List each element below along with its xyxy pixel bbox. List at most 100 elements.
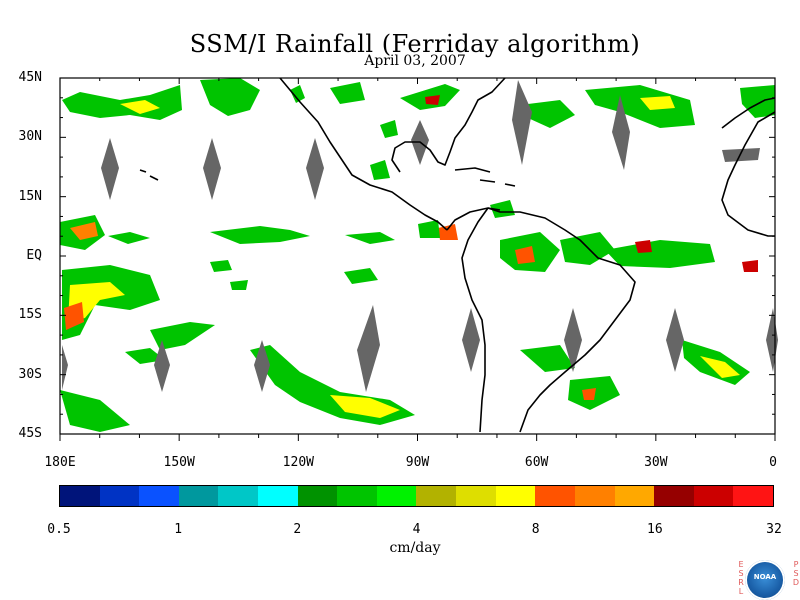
rain-area xyxy=(108,232,150,244)
rain-area xyxy=(210,260,232,272)
color-scale-swatch xyxy=(218,486,259,506)
rain-area xyxy=(582,388,596,400)
color-scale-swatch xyxy=(574,486,615,506)
rain-area xyxy=(344,268,378,284)
color-scale-label: 8 xyxy=(531,522,540,537)
rain-area xyxy=(210,226,310,244)
rain-area xyxy=(62,85,182,120)
color-scale-label: 4 xyxy=(412,522,421,537)
color-scale-swatch xyxy=(495,486,536,506)
data-gap xyxy=(101,138,119,200)
longitude-label: 30W xyxy=(644,455,668,470)
longitude-label: 60W xyxy=(524,455,549,470)
noaa-logo-text: NOAA xyxy=(753,573,777,581)
rain-area xyxy=(438,224,458,240)
data-gap xyxy=(357,305,380,392)
logo-letter: S xyxy=(738,569,744,578)
color-scale-units: cm/day xyxy=(389,540,441,556)
color-scale-swatch xyxy=(376,486,417,506)
color-scale-label: 16 xyxy=(647,522,663,537)
color-scale-swatch xyxy=(416,486,457,506)
latitude-label: 30N xyxy=(18,129,42,145)
color-scale-swatch xyxy=(297,486,338,506)
logo-letter: E xyxy=(738,560,744,569)
rain-area xyxy=(605,240,715,268)
logo-letter: D xyxy=(792,578,800,587)
coastline xyxy=(454,167,516,187)
rain-area xyxy=(290,85,305,103)
map-title: SSM/I Rainfall (Ferriday algorithm) xyxy=(189,30,641,58)
axis-ticks xyxy=(59,77,776,441)
data-gap xyxy=(666,308,684,372)
data-gap xyxy=(254,340,270,392)
rain-area xyxy=(490,200,515,218)
rain-areas xyxy=(60,78,775,432)
latitude-label: 15N xyxy=(18,188,42,204)
rain-area xyxy=(230,280,248,290)
rain-area xyxy=(740,85,775,118)
rain-area xyxy=(62,265,160,340)
map-date: April 03, 2007 xyxy=(364,53,466,69)
rain-area xyxy=(635,240,652,253)
data-gap xyxy=(62,345,68,390)
longitude-label: 0 xyxy=(769,455,777,470)
rainfall-map xyxy=(59,77,778,441)
color-scale-swatch xyxy=(456,486,496,506)
color-scale-swatch xyxy=(60,486,100,506)
color-scale-swatch xyxy=(693,486,734,506)
color-scale-label: 2 xyxy=(293,522,302,537)
coastline xyxy=(487,207,636,433)
coastline xyxy=(139,169,159,181)
color-scale-swatch xyxy=(535,486,575,506)
data-gap xyxy=(462,308,480,372)
color-scale-swatch xyxy=(139,486,179,506)
rain-area xyxy=(64,302,84,330)
rain-area xyxy=(418,220,440,238)
rain-area xyxy=(700,356,740,378)
rain-area xyxy=(640,96,675,110)
coastline xyxy=(721,111,776,237)
rain-area xyxy=(330,395,400,418)
data-gap xyxy=(203,138,221,200)
rain-area xyxy=(370,160,390,180)
longitude-label: 120W xyxy=(282,455,314,470)
rain-area xyxy=(585,85,695,128)
rain-area xyxy=(345,232,395,244)
data-gap xyxy=(612,95,630,170)
logo-letter: L xyxy=(738,587,744,596)
data-gap xyxy=(722,148,760,162)
logo-letter: S xyxy=(793,569,799,578)
data-gap xyxy=(766,308,778,372)
coastlines xyxy=(139,77,776,433)
coastline xyxy=(721,97,776,129)
data-gap xyxy=(512,80,532,165)
rain-area xyxy=(70,222,98,240)
color-scale-swatch xyxy=(614,486,655,506)
rain-area xyxy=(120,100,160,114)
longitude-label: 90W xyxy=(405,455,430,470)
color-scale-swatch xyxy=(178,486,219,506)
rain-area xyxy=(380,120,398,138)
latitude-label: 45N xyxy=(18,70,42,85)
data-gap xyxy=(306,138,324,200)
data-gap xyxy=(154,340,170,392)
rain-area xyxy=(125,348,165,364)
rain-area xyxy=(520,345,575,372)
rain-area xyxy=(515,246,535,264)
coastline xyxy=(461,207,489,433)
color-scale-label: 0.5 xyxy=(47,522,71,537)
logo-letter: R xyxy=(738,578,744,587)
coastline xyxy=(279,77,448,231)
color-scale-label: 32 xyxy=(766,522,782,537)
color-scale-swatch xyxy=(733,486,773,506)
data-gap xyxy=(564,308,582,372)
color-scale-swatch xyxy=(654,486,694,506)
color-scale-swatch xyxy=(337,486,377,506)
rain-area xyxy=(425,95,440,105)
latitude-label: EQ xyxy=(26,248,42,263)
rain-area xyxy=(330,82,365,104)
rain-area xyxy=(742,260,758,272)
